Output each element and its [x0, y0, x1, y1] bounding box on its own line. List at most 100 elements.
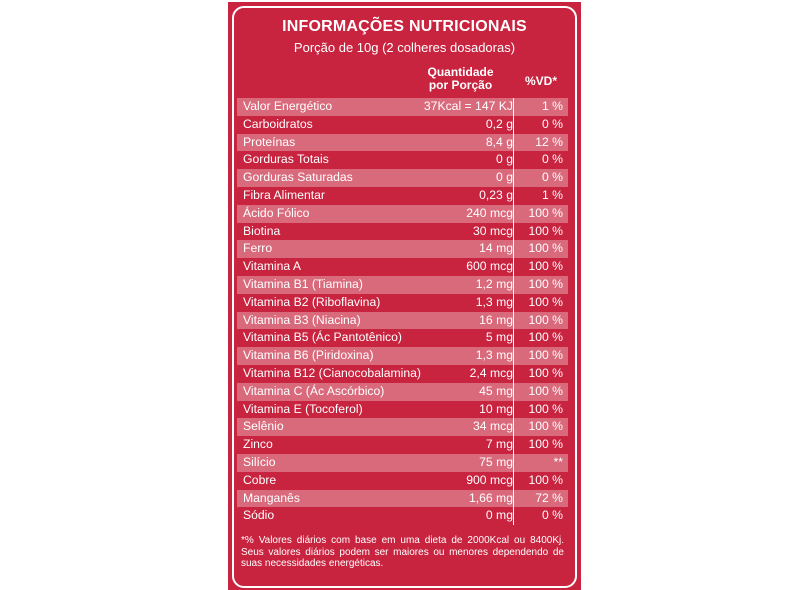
- column-divider: [513, 418, 514, 437]
- nutrient-quantity: 0 g: [496, 152, 513, 167]
- nutrient-quantity: 240 mcg: [466, 205, 513, 220]
- column-divider: [513, 204, 514, 223]
- nutrient-quantity: 8,4 g: [485, 134, 513, 149]
- column-divider: [513, 98, 514, 116]
- nutrient-quantity: 34 mcg: [473, 419, 513, 434]
- column-divider: [513, 382, 514, 401]
- column-divider: [513, 364, 514, 383]
- column-divider: [513, 169, 514, 187]
- nutrient-name: Cobre: [243, 472, 277, 487]
- nutrient-daily-value: 0 %: [541, 116, 563, 131]
- nutrient-quantity: 75 mg: [479, 454, 513, 469]
- column-divider: [513, 400, 514, 419]
- column-divider: [513, 311, 514, 330]
- nutrient-daily-value: 100 %: [528, 223, 563, 238]
- nutrition-label: INFORMAÇÕES NUTRICIONAIS Porção de 10g (…: [228, 2, 581, 590]
- label-border: [232, 6, 577, 588]
- column-divider: [513, 240, 514, 259]
- nutrient-daily-value: 12 %: [535, 134, 563, 149]
- nutrient-quantity: 14 mg: [479, 241, 513, 256]
- nutrient-name: Vitamina C (Ác Ascórbico): [243, 383, 385, 398]
- table-row: Valor Energético 37Kcal = 147 KJ 1 %: [237, 98, 568, 116]
- nutrient-name: Vitamina B6 (Piridoxina): [243, 348, 374, 363]
- nutrient-daily-value: 100 %: [528, 419, 563, 434]
- nutrient-quantity: 2,4 mcg: [469, 365, 513, 380]
- column-divider: [513, 115, 514, 134]
- nutrient-name: Vitamina B3 (Niacina): [243, 312, 361, 327]
- serving-size: Porção de 10g (2 colheres dosadoras): [293, 40, 516, 55]
- nutrient-name: Sódio: [243, 508, 275, 523]
- nutrient-name: Vitamina E (Tocoferol): [243, 401, 363, 416]
- label-title: INFORMAÇÕES NUTRICIONAIS: [282, 18, 527, 35]
- table-row: Selênio 34 mcg 100 %: [237, 418, 568, 437]
- nutrient-quantity: 1,66 mg: [468, 490, 513, 505]
- nutrient-daily-value: 100 %: [528, 241, 563, 256]
- nutrient-daily-value: 100 %: [528, 348, 563, 363]
- table-row: Gorduras Totais 0 g 0 %: [237, 151, 568, 170]
- nutrient-daily-value: 100 %: [528, 365, 563, 380]
- column-divider: [513, 489, 514, 508]
- nutrient-name: Selênio: [243, 419, 284, 434]
- nutrient-name: Carboidratos: [243, 116, 313, 131]
- nutrient-daily-value: 100 %: [528, 259, 563, 274]
- column-divider: [513, 453, 514, 472]
- table-row: Zinco 7 mg 100 %: [237, 436, 568, 454]
- column-divider: [513, 436, 514, 454]
- nutrient-quantity: 16 mg: [479, 312, 513, 327]
- column-divider: [513, 222, 514, 241]
- column-divider: [513, 186, 514, 205]
- table-row: Vitamina B6 (Piridoxina) 1,3 mg 100 %: [237, 347, 568, 365]
- nutrient-quantity: 1,3 mg: [475, 348, 513, 363]
- table-row: Vitamina C (Ác Ascórbico) 45 mg 100 %: [237, 382, 568, 401]
- nutrient-daily-value: 72 %: [535, 490, 563, 505]
- nutrient-quantity: 0 g: [496, 170, 513, 185]
- daily-value-column-header: %VD*: [524, 74, 557, 88]
- nutrient-daily-value: 100 %: [528, 205, 563, 220]
- table-row: Ácido Fólico 240 mcg 100 %: [237, 204, 568, 223]
- nutrient-daily-value: 1 %: [541, 99, 563, 113]
- column-divider: [513, 507, 514, 526]
- nutrient-daily-value: 100 %: [528, 330, 563, 345]
- nutrient-quantity: 600 mcg: [466, 259, 513, 274]
- column-divider: [513, 471, 514, 490]
- nutrient-name: Proteínas: [243, 134, 296, 149]
- nutrient-daily-value: 100 %: [528, 312, 563, 327]
- nutrient-quantity: 7 mg: [485, 437, 513, 452]
- nutrient-quantity: 45 mg: [479, 383, 513, 398]
- nutrient-quantity: 0 mg: [485, 508, 513, 523]
- nutrient-quantity: 37Kcal = 147 KJ: [423, 99, 513, 113]
- column-divider: [513, 293, 514, 312]
- nutrient-quantity: 0,23 g: [479, 187, 513, 202]
- nutrient-quantity: 900 mcg: [466, 472, 513, 487]
- nutrient-quantity: 10 mg: [479, 401, 513, 416]
- nutrient-name: Gorduras Totais: [243, 152, 329, 167]
- column-divider: [513, 329, 514, 348]
- nutrient-name: Ácido Fólico: [243, 205, 310, 220]
- column-divider: [513, 347, 514, 365]
- nutrient-daily-value: 1 %: [541, 187, 563, 202]
- table-row: Ferro 14 mg 100 %: [237, 240, 568, 259]
- table-row: Proteínas 8,4 g 12 %: [237, 133, 568, 152]
- nutrient-daily-value: 0 %: [541, 170, 563, 185]
- nutrient-name: Manganês: [243, 490, 300, 505]
- nutrient-table: Valor Energético 37Kcal = 147 KJ 1 % Carboi…: [237, 98, 568, 526]
- nutrient-daily-value: **: [553, 454, 564, 469]
- nutrient-daily-value: 0 %: [541, 508, 563, 523]
- table-row: Vitamina E (Tocoferol) 10 mg 100 %: [237, 400, 568, 419]
- table-row: Vitamina B3 (Niacina) 16 mg 100 %: [237, 311, 568, 330]
- table-row: Vitamina B1 (Tiamina) 1,2 mg 100 %: [237, 275, 568, 294]
- nutrient-daily-value: 100 %: [528, 437, 563, 452]
- nutrient-name: Gorduras Saturadas: [243, 170, 353, 185]
- nutrient-daily-value: 100 %: [528, 294, 563, 309]
- column-divider: [513, 258, 514, 276]
- nutrient-quantity: 30 mcg: [473, 223, 513, 238]
- nutrient-daily-value: 100 %: [528, 276, 563, 291]
- table-row: Vitamina B2 (Riboflavina) 1,3 mg 100 %: [237, 293, 568, 312]
- table-row: Vitamina B5 (Ác Pantotênico) 5 mg 100 %: [237, 329, 568, 348]
- column-divider: [513, 151, 514, 170]
- nutrient-name: Biotina: [243, 223, 281, 238]
- nutrient-daily-value: 0 %: [541, 152, 563, 167]
- nutrient-name: Valor Energético: [243, 99, 333, 113]
- nutrient-name: Ferro: [243, 241, 273, 256]
- table-row: Fibra Alimentar 0,23 g 1 %: [237, 186, 568, 205]
